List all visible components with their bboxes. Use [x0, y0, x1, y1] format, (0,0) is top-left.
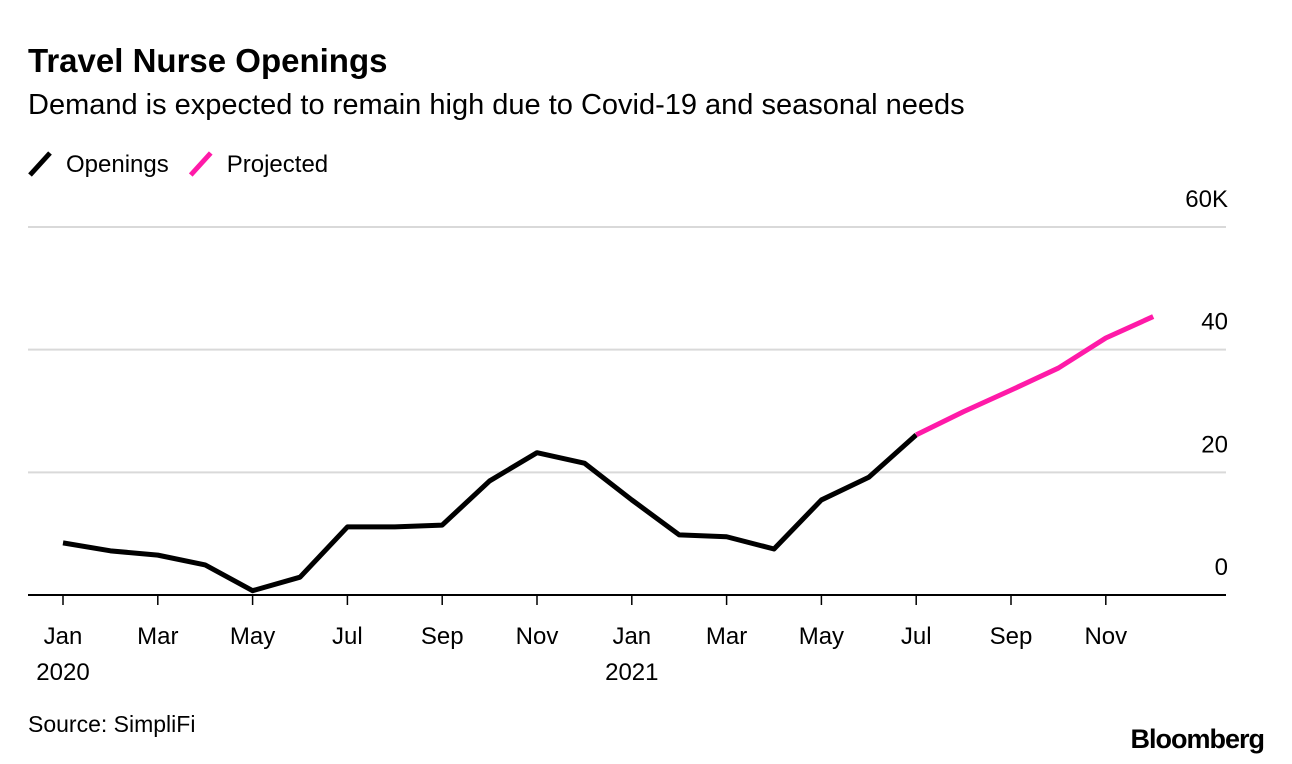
- x-tick-label: Jul: [901, 623, 932, 650]
- x-tick-label: Sep: [421, 623, 464, 650]
- y-tick-label: 60K: [1185, 186, 1228, 213]
- legend-swatch: [28, 151, 52, 177]
- x-tick-label: Nov: [516, 623, 559, 650]
- x-tick-label: May: [230, 623, 275, 650]
- y-tick-label: 0: [1215, 554, 1228, 581]
- chart-title: Travel Nurse Openings: [28, 42, 387, 79]
- brand-logo: Bloomberg: [1130, 724, 1264, 754]
- legend-label: Openings: [66, 151, 169, 178]
- source: Source: SimpliFi: [28, 711, 195, 737]
- line-series: [62, 433, 918, 594]
- line-series: [915, 314, 1155, 438]
- x-year-label: 2021: [605, 659, 658, 686]
- legend-label: Projected: [227, 151, 328, 178]
- x-tick-label: Nov: [1084, 623, 1127, 650]
- x-tick-label: Jan: [44, 623, 83, 650]
- y-tick-label: 40: [1201, 309, 1228, 336]
- chart-subtitle: Demand is expected to remain high due to…: [28, 89, 965, 121]
- x-tick-label: May: [799, 623, 844, 650]
- x-tick-label: Sep: [990, 623, 1033, 650]
- x-tick-label: Jul: [332, 623, 363, 650]
- y-tick-label: 20: [1201, 431, 1228, 458]
- x-tick-label: Mar: [706, 623, 747, 650]
- x-year-label: 2020: [36, 659, 89, 686]
- x-tick-label: Mar: [137, 623, 178, 650]
- x-tick-label: Jan: [612, 623, 651, 650]
- legend-swatch: [188, 151, 213, 177]
